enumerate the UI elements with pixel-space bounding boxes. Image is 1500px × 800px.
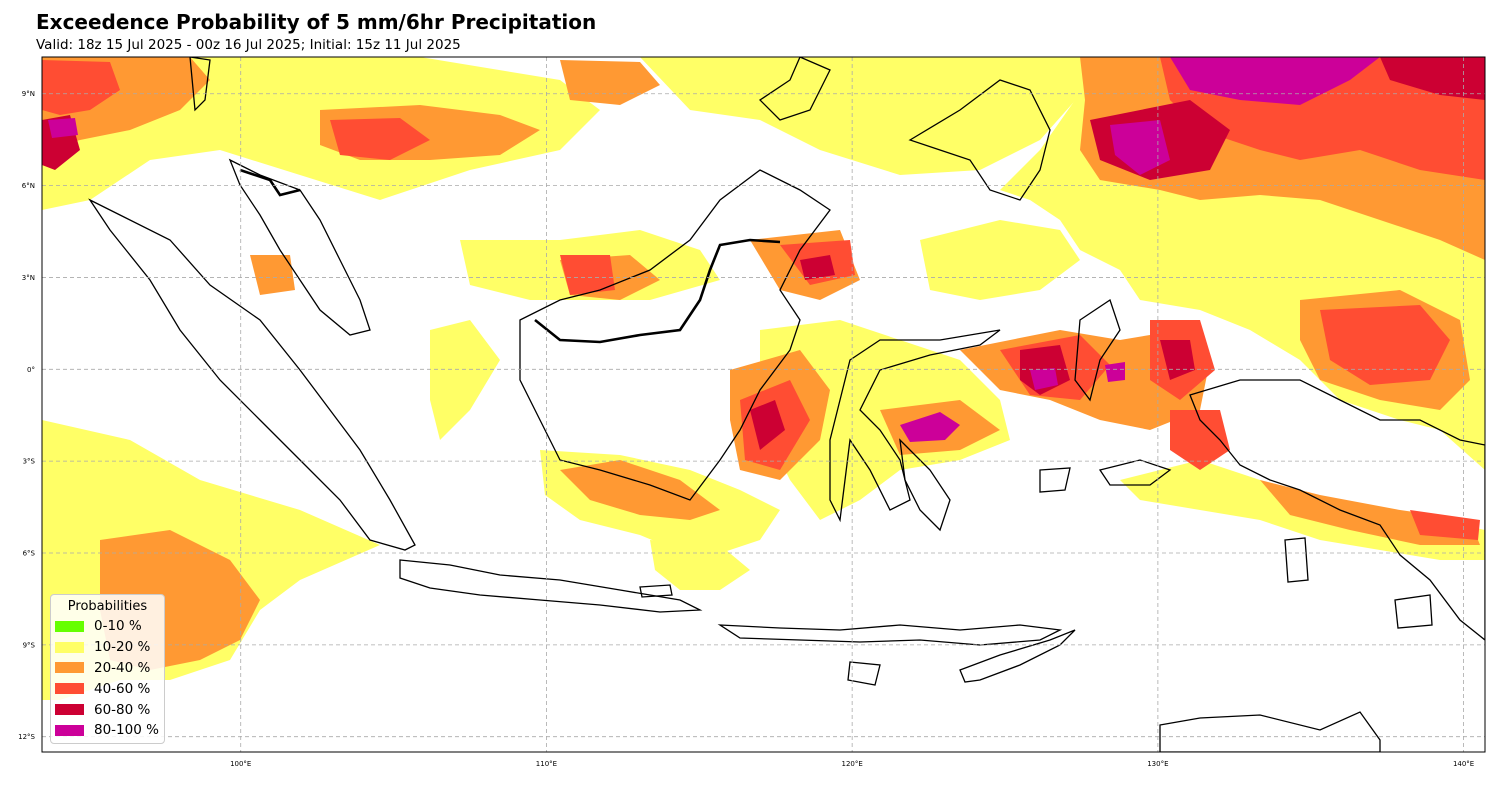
legend-item: 80-100 % <box>51 720 164 741</box>
legend-swatch <box>55 662 84 674</box>
map-subtitle: Valid: 18z 15 Jul 2025 - 00z 16 Jul 2025… <box>36 37 461 53</box>
legend-swatch <box>55 620 84 632</box>
legend-item: 60-80 % <box>51 699 164 720</box>
legend-label: 60-80 % <box>94 701 151 718</box>
legend-label: 20-40 % <box>94 659 151 676</box>
coastlines <box>88 57 1485 752</box>
legend-item: 10-20 % <box>51 637 164 658</box>
lat-tick-label: 6°N <box>22 182 35 190</box>
probability-field <box>42 57 1485 752</box>
lon-tick-label: 110°E <box>536 760 557 768</box>
prob-layer-80-100 <box>48 57 1380 442</box>
legend-label: 10-20 % <box>94 639 151 656</box>
lon-tick-label: 100°E <box>230 760 251 768</box>
border-lines <box>239 168 781 344</box>
lat-tick-label: 12°S <box>18 733 35 741</box>
map-title: Exceedence Probability of 5 mm/6hr Preci… <box>36 10 597 34</box>
lat-tick-label: 3°N <box>22 274 35 282</box>
lat-tick-label: 6°S <box>23 549 36 557</box>
lat-tick-label: 9°N <box>22 90 35 98</box>
lon-tick-label: 140°E <box>1453 760 1474 768</box>
lon-tick-labels: 100°E 110°E 120°E 130°E 140°E <box>230 760 1474 768</box>
legend-items: 0-10 % 10-20 % 20-40 % 40-60 % 60-80 % 80-100… <box>51 616 164 741</box>
legend-label: 40-60 % <box>94 680 151 697</box>
gridlines <box>42 57 1485 752</box>
map-frame <box>41 56 1486 753</box>
legend: Probabilities 0-10 % 10-20 % 20-40 % 40-60 … <box>50 594 165 744</box>
legend-swatch <box>55 641 84 653</box>
legend-title: Probabilities <box>67 599 148 614</box>
legend-label: 0-10 % <box>94 618 142 635</box>
legend-item: 20-40 % <box>51 658 164 679</box>
lon-tick-label: 120°E <box>842 760 863 768</box>
lat-tick-label: 0° <box>27 366 35 374</box>
legend-item: 0-10 % <box>51 616 164 637</box>
lat-tick-label: 9°S <box>23 641 36 649</box>
legend-item: 40-60 % <box>51 678 164 699</box>
lon-tick-label: 130°E <box>1147 760 1168 768</box>
lat-tick-labels: 9°N 6°N 3°N 0° 3°S 6°S 9°S 12°S <box>18 90 35 741</box>
legend-swatch <box>55 683 84 695</box>
legend-swatch <box>55 724 84 736</box>
legend-swatch <box>55 704 84 716</box>
legend-label: 80-100 % <box>94 722 159 739</box>
lat-tick-label: 3°S <box>23 458 36 466</box>
